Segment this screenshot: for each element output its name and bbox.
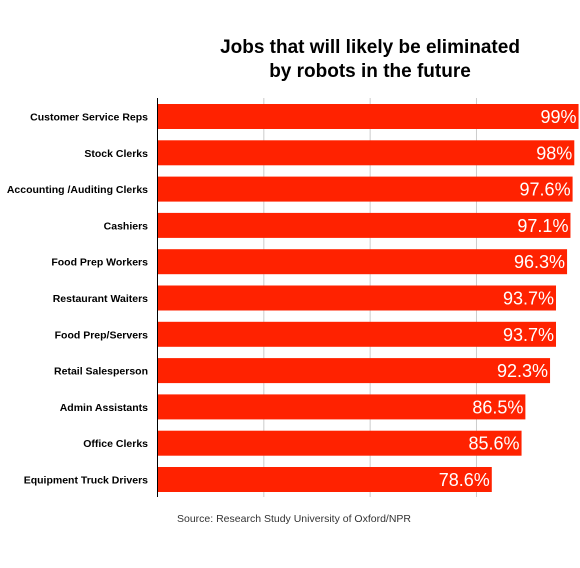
bar — [157, 176, 573, 202]
category-labels-group: Customer Service Reps Stock Clerks Account… — [7, 112, 148, 487]
category-label: Office Clerks — [83, 438, 148, 450]
bar — [157, 394, 526, 420]
value-labels-group: 99% 98% 97.6% 97.1% 96.3% 93.7% 93.7% 92.3% 86.5… — [439, 107, 577, 490]
bar — [157, 285, 557, 311]
category-label: Stock Clerks — [84, 148, 148, 160]
value-label: 97.6% — [520, 180, 571, 200]
category-label: Food Prep/Servers — [55, 329, 149, 341]
bar — [157, 467, 492, 492]
category-label: Retail Salesperson — [54, 366, 148, 378]
bar — [157, 321, 557, 347]
category-label: Customer Service Reps — [30, 112, 148, 124]
category-label: Restaurant Waiters — [53, 293, 148, 305]
value-label: 78.6% — [439, 470, 490, 490]
category-label: Food Prep Workers — [51, 257, 148, 269]
value-label: 86.5% — [472, 397, 523, 417]
category-label: Cashiers — [104, 220, 149, 232]
category-label: Equipment Truck Drivers — [24, 475, 148, 487]
bar — [157, 212, 571, 238]
category-label: Admin Assistants — [60, 402, 148, 414]
bar — [157, 140, 575, 166]
value-label: 93.7% — [503, 289, 554, 309]
value-label: 98% — [536, 143, 572, 163]
value-label: 99% — [541, 107, 577, 127]
value-label: 92.3% — [497, 361, 548, 381]
value-label: 93.7% — [503, 325, 554, 345]
bar — [157, 249, 568, 275]
chart-title-line-1: Jobs that will likely be eliminated — [220, 37, 520, 58]
source-note: Source: Research Study University of Oxf… — [177, 513, 411, 525]
bar — [157, 104, 579, 129]
value-label: 96.3% — [514, 252, 565, 272]
bar — [157, 430, 522, 456]
value-label: 85.6% — [469, 434, 520, 454]
bar — [157, 358, 551, 384]
bars-group — [157, 104, 579, 492]
category-label: Accounting /Auditing Clerks — [7, 184, 148, 196]
value-label: 97.1% — [517, 216, 568, 236]
chart-title-line-2: by robots in the future — [269, 61, 471, 82]
